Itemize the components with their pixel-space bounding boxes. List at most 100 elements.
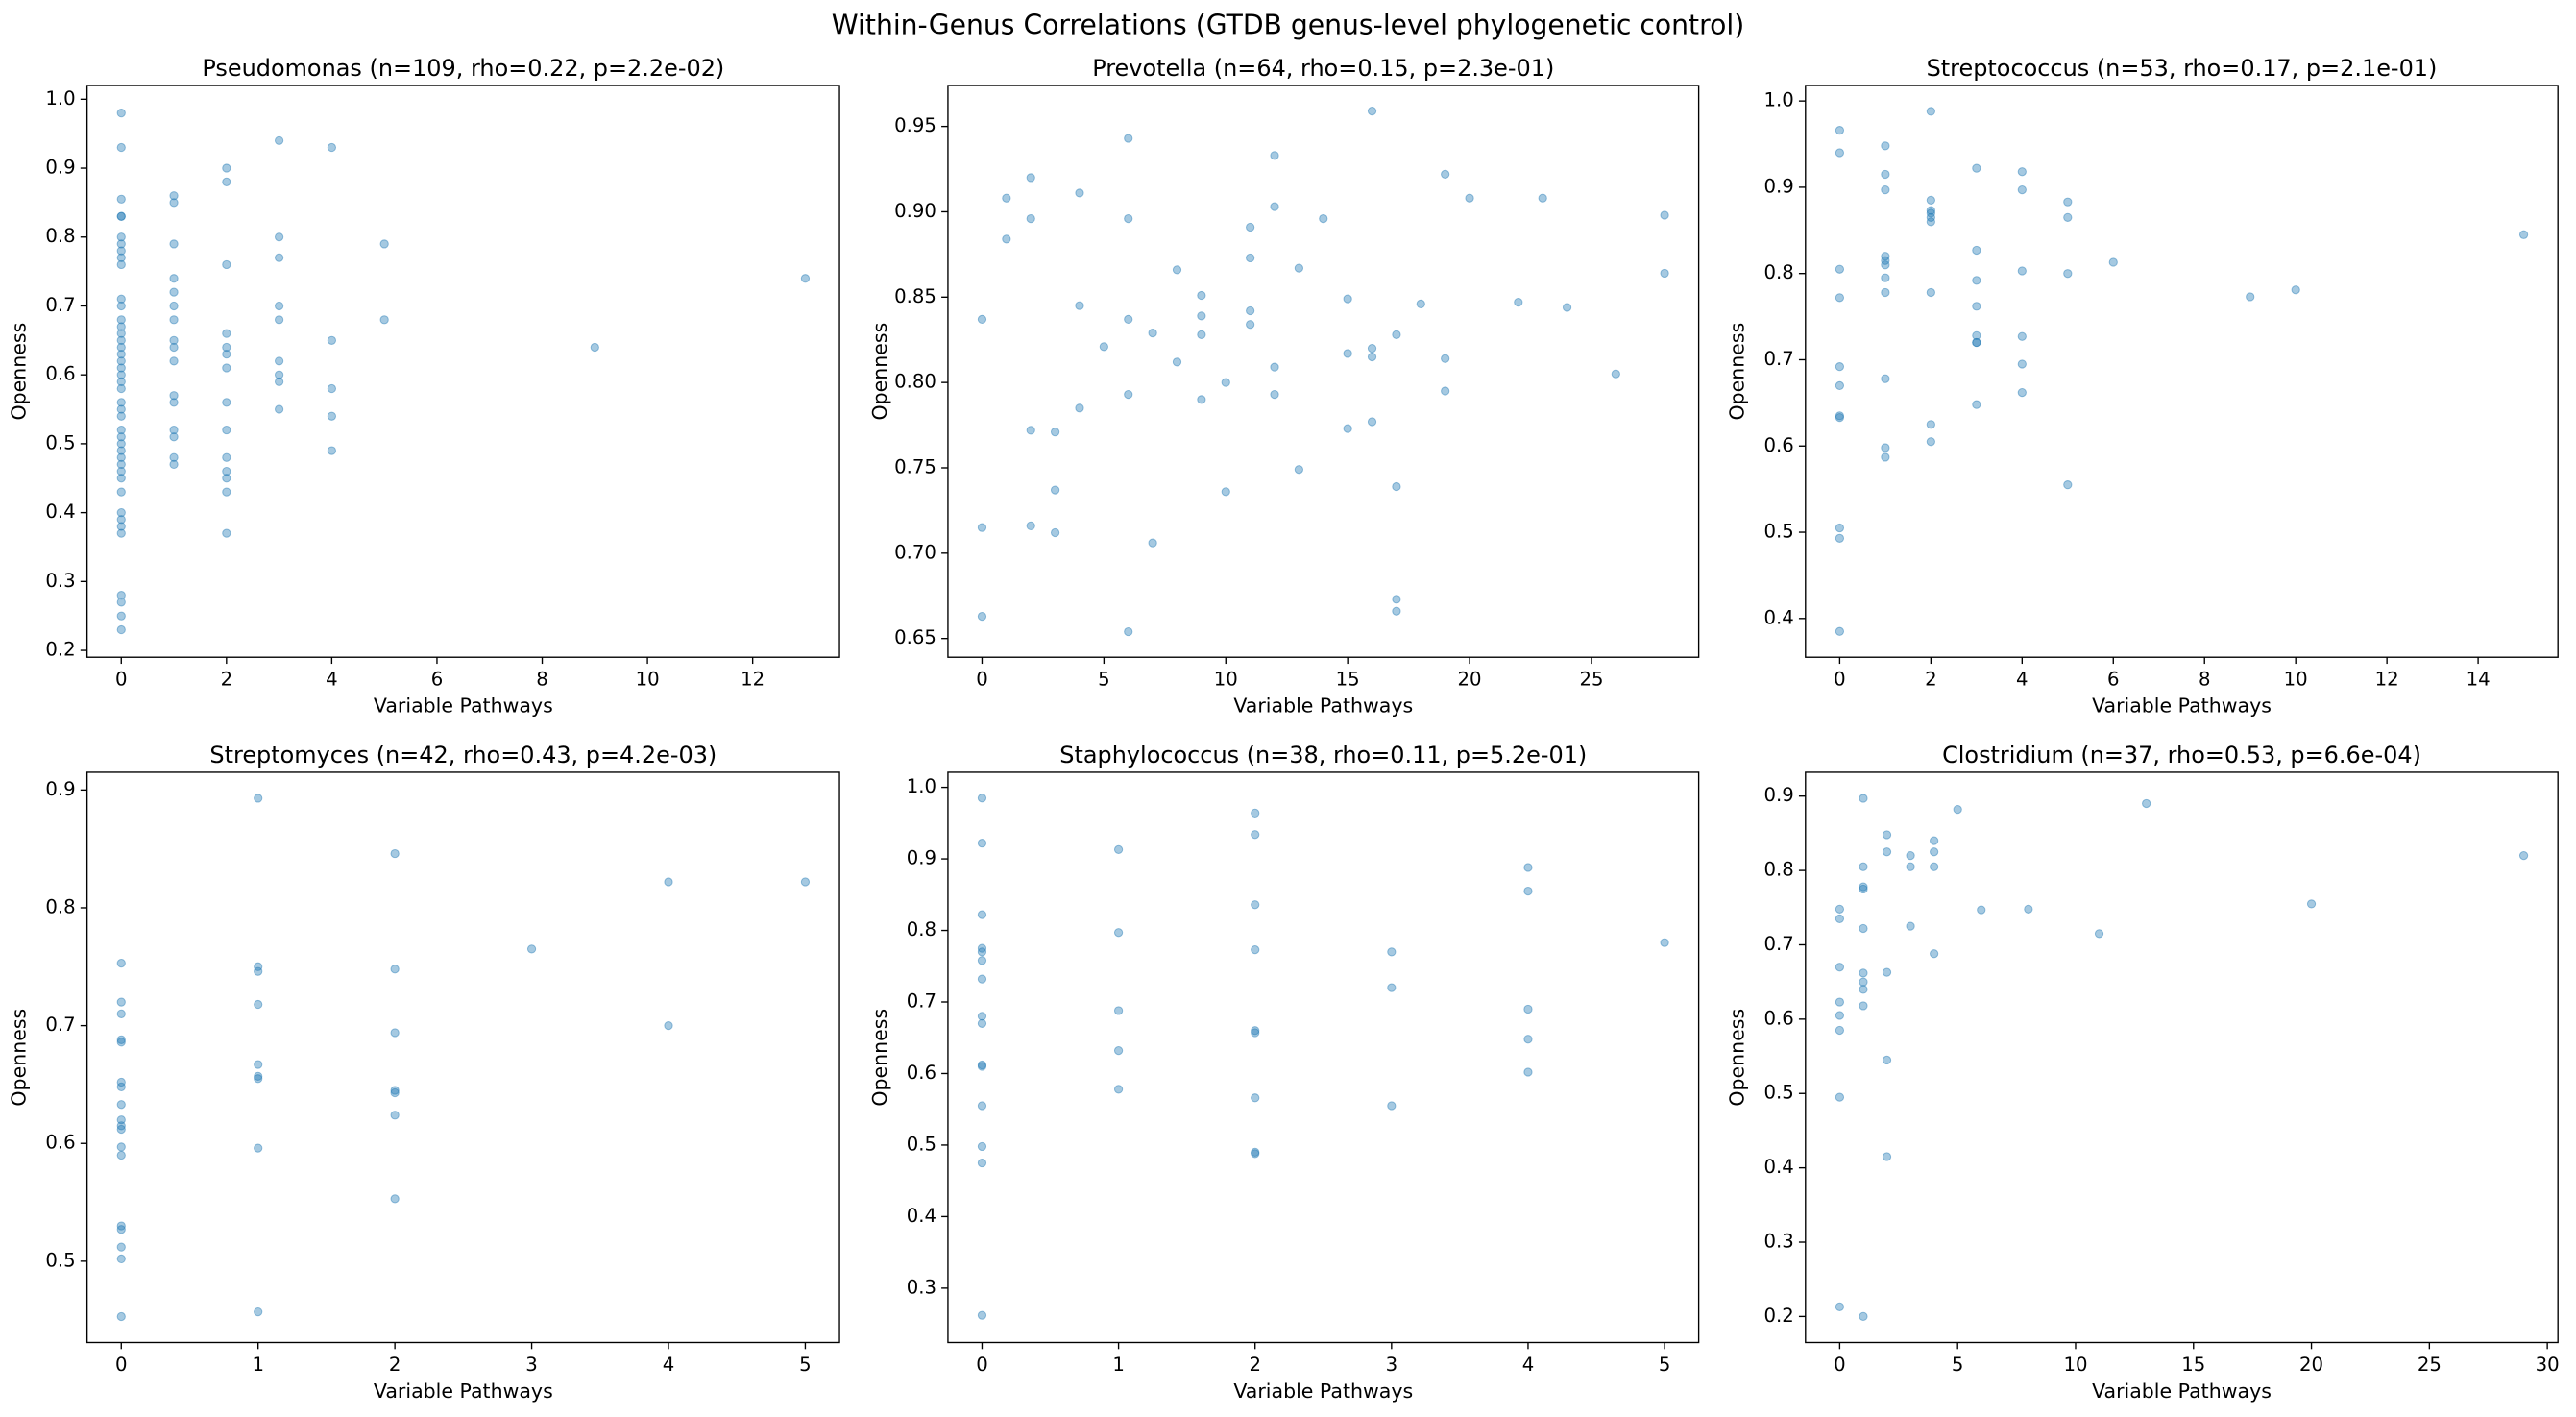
y-tick-label: 0.8 (1764, 261, 1794, 283)
point (1882, 967, 1892, 977)
point (116, 239, 126, 249)
point (1835, 1302, 1845, 1311)
point (116, 1254, 126, 1264)
point (222, 528, 231, 538)
y-tick-label: 0.95 (894, 114, 936, 136)
y-tick-label: 0.9 (907, 847, 936, 869)
point (274, 232, 284, 242)
point (222, 474, 231, 483)
axes-frame (1805, 85, 2559, 658)
point (1972, 337, 1981, 348)
point (1972, 330, 1981, 340)
point (116, 1121, 126, 1131)
x-axis-label: Variable Pathways (374, 695, 553, 718)
point (1523, 886, 1533, 896)
point (1972, 400, 1981, 409)
point (116, 1221, 126, 1231)
y-axis-label: Openness (1726, 1009, 1749, 1107)
point (1835, 148, 1845, 158)
point (1835, 997, 1845, 1007)
point (222, 425, 231, 435)
axes-frame (947, 85, 1700, 658)
point (1343, 349, 1352, 358)
point (977, 839, 987, 848)
x-axis-label: Variable Pathways (374, 1380, 553, 1403)
x-tick-label: 10 (2284, 669, 2308, 691)
point (116, 1100, 126, 1110)
x-tick-label: 6 (431, 669, 444, 691)
point (116, 1115, 126, 1125)
point (116, 211, 126, 221)
point (222, 398, 231, 407)
point (1881, 252, 1890, 261)
point (1906, 862, 1915, 871)
point (1197, 330, 1206, 340)
point (1026, 426, 1035, 435)
point (1251, 1028, 1260, 1038)
point (116, 439, 126, 449)
point (116, 515, 126, 525)
point (116, 383, 126, 394)
point (116, 474, 126, 483)
point (1835, 411, 1845, 421)
point (116, 370, 126, 379)
point (222, 177, 231, 186)
point (977, 1310, 987, 1320)
y-tick-label: 0.3 (45, 570, 75, 592)
point (116, 322, 126, 331)
point (116, 411, 126, 421)
y-tick-label: 0.3 (907, 1276, 936, 1298)
point (390, 1194, 400, 1204)
y-tick-label: 0.7 (1764, 348, 1794, 370)
point (977, 1062, 987, 1071)
point (116, 329, 126, 338)
point (1113, 1006, 1124, 1015)
point (1124, 626, 1133, 637)
x-tick-label: 4 (2016, 669, 2029, 691)
point (2518, 851, 2529, 861)
point (1859, 968, 1868, 978)
point (977, 910, 987, 919)
subplot-title: Streptococcus (n=53, rho=0.17, p=2.1e-01… (1927, 55, 2438, 82)
y-tick-label: 0.5 (45, 1249, 75, 1271)
point (327, 446, 337, 455)
axes-frame (85, 771, 840, 1344)
y-tick-label: 0.2 (1764, 1305, 1794, 1327)
point (116, 487, 126, 497)
point (169, 398, 179, 407)
point (1926, 437, 1935, 447)
point (1367, 107, 1377, 116)
x-tick-label: 3 (1386, 1354, 1398, 1376)
point (1221, 378, 1230, 387)
subplot-title: Streptomyces (n=42, rho=0.43, p=4.2e-03) (209, 742, 717, 769)
point (1881, 141, 1890, 151)
point (116, 259, 126, 270)
point (116, 211, 126, 221)
subplot-title: Pseudomonas (n=109, rho=0.22, p=2.2e-02) (202, 55, 724, 82)
point (1075, 301, 1084, 310)
point (390, 1111, 400, 1120)
point (1251, 1149, 1260, 1159)
point (1926, 420, 1935, 429)
point (1514, 298, 1523, 307)
point (1881, 273, 1890, 282)
point (1835, 523, 1845, 533)
point (977, 1060, 987, 1070)
point (116, 624, 126, 635)
point (1953, 805, 1962, 815)
point (977, 1141, 987, 1152)
point (2108, 257, 2118, 267)
point (116, 507, 126, 518)
point (222, 163, 231, 173)
x-tick-label: 2 (389, 1354, 401, 1376)
point (222, 363, 231, 373)
y-tick-label: 0.9 (45, 778, 75, 800)
point (1881, 374, 1890, 383)
point (1113, 1046, 1124, 1056)
x-tick-label: 10 (1214, 669, 1238, 691)
point (977, 1018, 987, 1028)
point (1367, 352, 1377, 362)
point (1859, 794, 1868, 803)
x-tick-label: 20 (2299, 1354, 2323, 1376)
x-tick-label: 0 (115, 1354, 128, 1376)
